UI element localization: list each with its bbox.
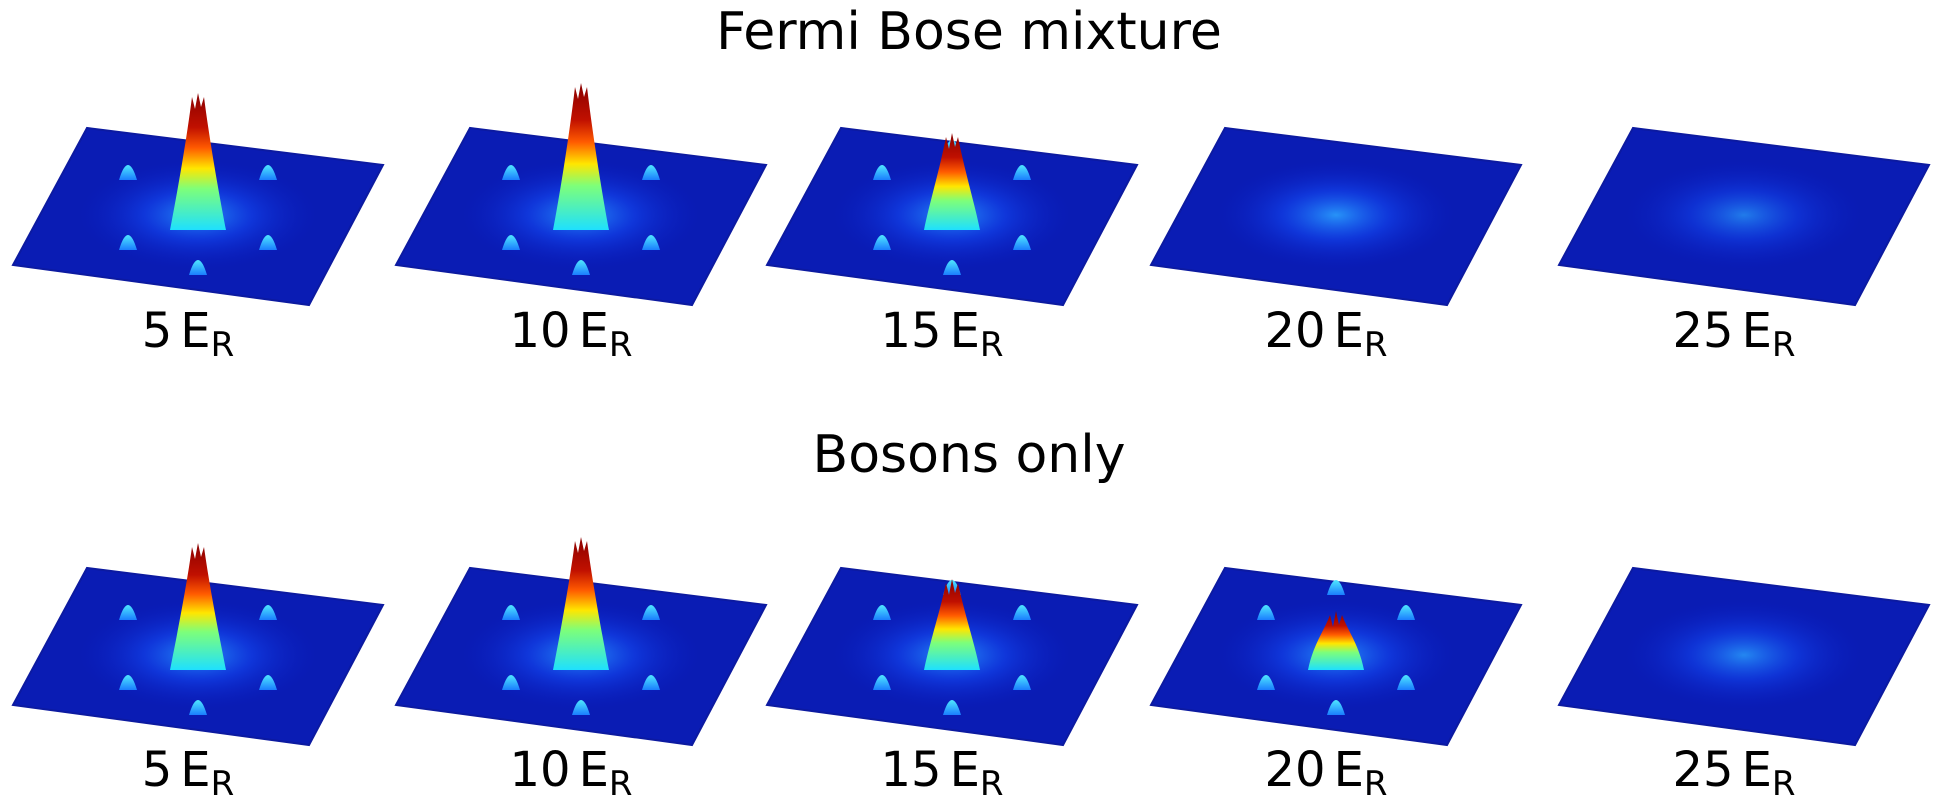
satellite-peak bbox=[572, 260, 590, 275]
surface-panel bbox=[394, 83, 768, 307]
satellite-peak bbox=[873, 235, 891, 250]
satellite-peak bbox=[1013, 165, 1031, 180]
satellite-peak bbox=[1397, 675, 1415, 690]
label-number: 10 bbox=[509, 303, 570, 359]
panel-label: 10 ER bbox=[509, 303, 632, 365]
satellite-peak bbox=[1257, 675, 1275, 690]
label-subscript: R bbox=[980, 764, 1004, 802]
panel-label: 20 ER bbox=[1264, 303, 1387, 365]
satellite-peak bbox=[119, 675, 137, 690]
label-unit: E bbox=[180, 303, 210, 359]
satellite-peak bbox=[642, 675, 660, 690]
label-subscript: R bbox=[1364, 764, 1388, 802]
satellite-peak bbox=[502, 605, 520, 620]
label-number: 25 bbox=[1672, 303, 1733, 359]
surface-panel bbox=[765, 566, 1139, 747]
satellite-peak bbox=[259, 165, 277, 180]
surface-panel bbox=[1557, 126, 1931, 307]
satellite-peak bbox=[502, 235, 520, 250]
label-number: 25 bbox=[1672, 742, 1733, 798]
label-number: 5 bbox=[142, 303, 173, 359]
satellite-peak bbox=[873, 605, 891, 620]
central-peak bbox=[553, 537, 609, 670]
satellite-peak bbox=[642, 165, 660, 180]
label-subscript: R bbox=[211, 325, 235, 365]
satellite-peak bbox=[189, 700, 207, 715]
surface-panel bbox=[11, 543, 385, 747]
label-unit: E bbox=[950, 303, 980, 359]
central-peak bbox=[553, 83, 609, 230]
central-peak bbox=[170, 543, 226, 670]
satellite-peak bbox=[1013, 675, 1031, 690]
surface-panel bbox=[765, 126, 1139, 307]
label-number: 15 bbox=[880, 303, 941, 359]
satellite-peak bbox=[943, 260, 961, 275]
label-number: 10 bbox=[509, 742, 570, 798]
label-number: 20 bbox=[1264, 303, 1325, 359]
row-title: Fermi Bose mixture bbox=[716, 2, 1222, 62]
satellite-peak bbox=[189, 260, 207, 275]
label-unit: E bbox=[180, 742, 210, 798]
label-number: 5 bbox=[142, 742, 173, 798]
surface-panel bbox=[394, 537, 768, 747]
label-subscript: R bbox=[609, 764, 633, 802]
satellite-peak bbox=[873, 165, 891, 180]
satellite-peak bbox=[1257, 605, 1275, 620]
central-peak bbox=[1308, 611, 1364, 670]
surface-panel bbox=[1557, 566, 1931, 747]
label-subscript: R bbox=[980, 325, 1004, 365]
label-unit: E bbox=[1334, 303, 1364, 359]
satellite-peak bbox=[119, 605, 137, 620]
satellite-peak bbox=[1013, 235, 1031, 250]
panel-label: 5 ER bbox=[142, 742, 235, 802]
panel-label: 10 ER bbox=[509, 742, 632, 802]
surface-glow bbox=[1624, 160, 1864, 270]
central-peak bbox=[924, 579, 980, 670]
label-subscript: R bbox=[1772, 764, 1796, 802]
label-unit: E bbox=[579, 742, 609, 798]
panel-label: 5 ER bbox=[142, 303, 235, 365]
label-unit: E bbox=[1334, 742, 1364, 798]
satellite-peak bbox=[1327, 580, 1345, 595]
panel-label: 15 ER bbox=[880, 742, 1003, 802]
satellite-peak bbox=[943, 700, 961, 715]
label-subscript: R bbox=[1772, 325, 1796, 365]
surface-glow bbox=[1216, 160, 1456, 270]
satellite-peak bbox=[1013, 605, 1031, 620]
label-unit: E bbox=[1742, 742, 1772, 798]
satellite-peak bbox=[259, 675, 277, 690]
label-number: 20 bbox=[1264, 742, 1325, 798]
label-subscript: R bbox=[1364, 325, 1388, 365]
satellite-peak bbox=[119, 235, 137, 250]
label-subscript: R bbox=[609, 325, 633, 365]
panel-label: 15 ER bbox=[880, 303, 1003, 365]
label-unit: E bbox=[1742, 303, 1772, 359]
satellite-peak bbox=[572, 700, 590, 715]
panel-label: 25 ER bbox=[1672, 742, 1795, 802]
satellite-peak bbox=[642, 235, 660, 250]
surface-panel bbox=[1149, 566, 1523, 747]
panel-label: 25 ER bbox=[1672, 303, 1795, 365]
row-title: Bosons only bbox=[813, 425, 1126, 485]
surface-panel bbox=[1149, 126, 1523, 307]
label-unit: E bbox=[950, 742, 980, 798]
satellite-peak bbox=[1327, 700, 1345, 715]
satellite-peak bbox=[259, 605, 277, 620]
label-number: 15 bbox=[880, 742, 941, 798]
label-subscript: R bbox=[211, 764, 235, 802]
surface-glow bbox=[1624, 600, 1864, 710]
panel-label: 20 ER bbox=[1264, 742, 1387, 802]
satellite-peak bbox=[642, 605, 660, 620]
satellite-peak bbox=[259, 235, 277, 250]
satellite-peak bbox=[502, 675, 520, 690]
satellite-peak bbox=[119, 165, 137, 180]
central-peak bbox=[170, 93, 226, 230]
satellite-peak bbox=[502, 165, 520, 180]
surface-panel bbox=[11, 93, 385, 307]
central-peak bbox=[924, 133, 980, 230]
satellite-peak bbox=[1397, 605, 1415, 620]
satellite-peak bbox=[873, 675, 891, 690]
label-unit: E bbox=[579, 303, 609, 359]
